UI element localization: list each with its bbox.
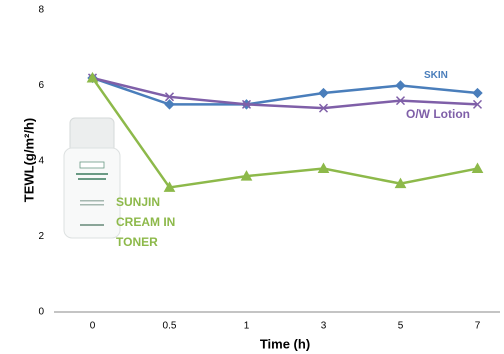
x-tick-label: 7 (475, 321, 481, 332)
series-label-box: SKIN (424, 70, 448, 81)
series-line (92, 76, 478, 110)
y-tick-label: 2 (38, 231, 44, 242)
data-point (394, 177, 407, 189)
data-point (241, 99, 252, 109)
data-point (240, 170, 253, 181)
series-line (92, 76, 478, 106)
series-label-box: O/W Lotion (406, 107, 470, 121)
y-tick-label: 4 (38, 156, 44, 167)
y-tick-label: 6 (38, 80, 44, 91)
data-point (471, 162, 484, 174)
series-label-box: SUNJIN CREAM IN TONER (116, 195, 176, 249)
data-point (163, 181, 176, 192)
data-point (472, 99, 483, 109)
data-point (164, 99, 175, 110)
data-point (318, 103, 329, 113)
data-point (472, 87, 483, 99)
x-tick-label: 0 (90, 321, 96, 332)
x-tick-label: 5 (398, 321, 404, 332)
data-point (86, 71, 99, 83)
legend-label: O/W Lotion (406, 107, 470, 121)
y-tick-label: 8 (38, 5, 44, 16)
data-point (317, 162, 330, 174)
product-image (63, 117, 121, 239)
x-axis-title: Time (h) (260, 336, 310, 351)
series-line (91, 77, 478, 189)
data-point (164, 92, 175, 102)
data-point (395, 80, 406, 91)
x-tick-label: 0.5 (163, 321, 177, 332)
y-axis-title: TEWL(g/m²/h) (21, 118, 36, 202)
data-point (318, 87, 329, 99)
legend-label: SKIN (424, 70, 448, 81)
legend-label: SUNJIN CREAM IN TONER (116, 195, 176, 249)
x-tick-label: 3 (321, 321, 327, 332)
y-tick-label: 0 (38, 307, 44, 318)
x-tick-label: 1 (244, 321, 250, 332)
data-point (395, 96, 406, 106)
